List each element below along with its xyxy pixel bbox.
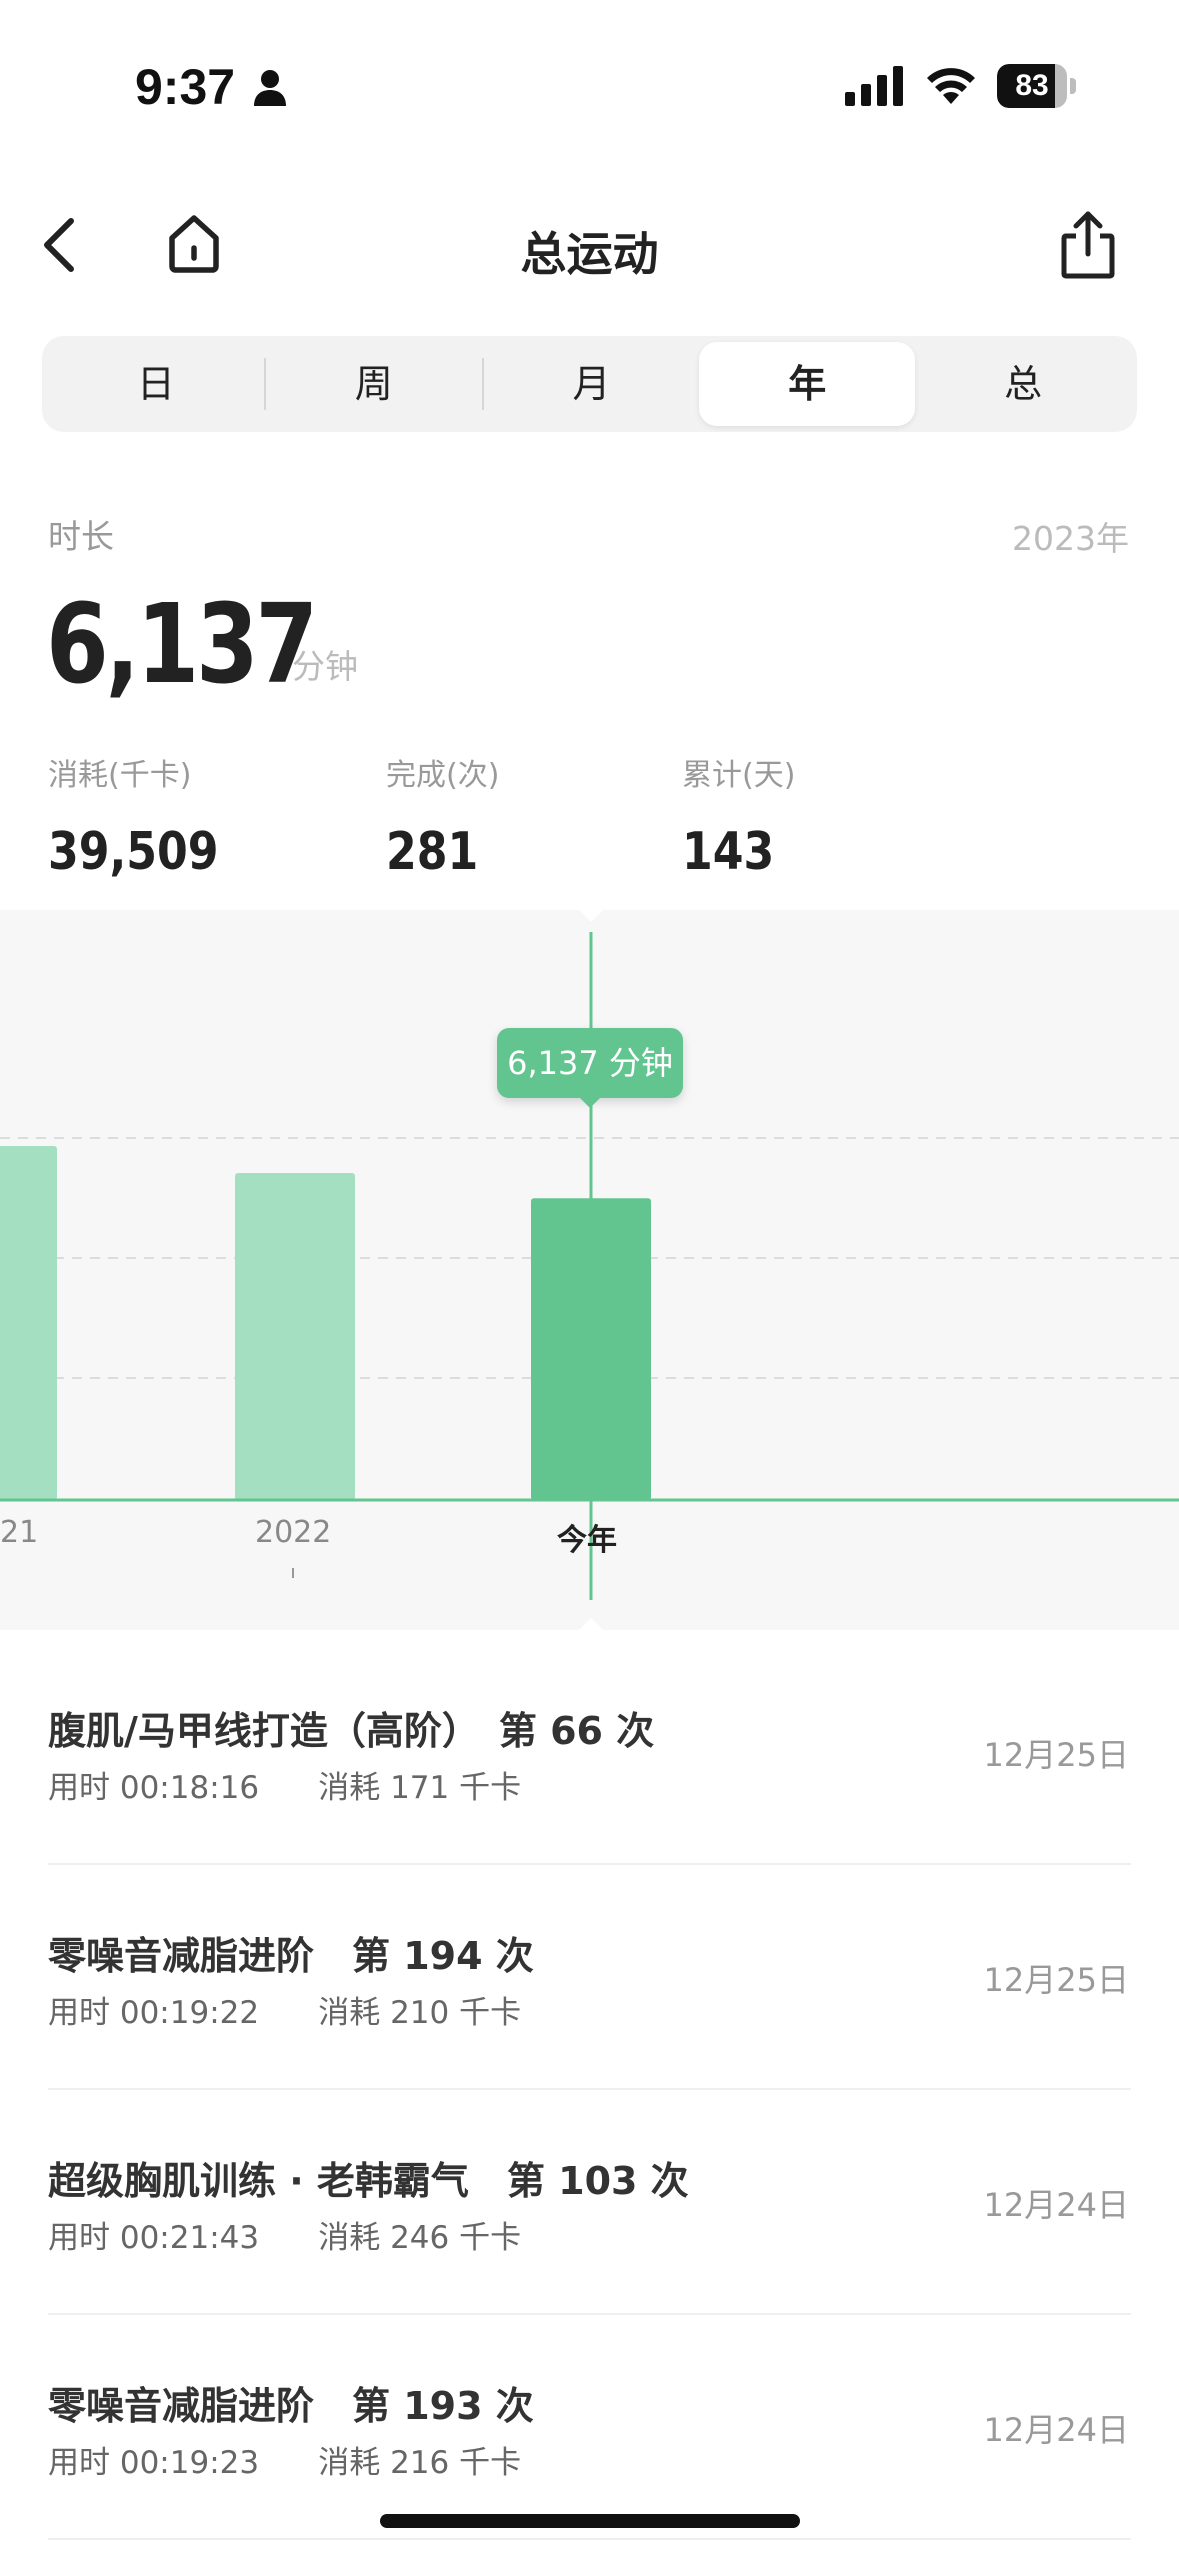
status-bar: 9:37 83: [0, 0, 1179, 170]
chart-tooltip: 6,137 分钟: [497, 1028, 683, 1098]
activity-calories: 消耗 216 千卡: [318, 2445, 522, 2481]
person-icon: [254, 70, 286, 106]
battery-level: 83: [1015, 69, 1049, 102]
activity-title: 零噪音减脂进阶 第 193 次: [48, 2384, 534, 2428]
bar[interactable]: [235, 1173, 355, 1500]
back-chevron-icon[interactable]: [35, 215, 85, 275]
home-indicator[interactable]: [380, 2514, 800, 2528]
activity-calories: 消耗 171 千卡: [318, 1770, 522, 1806]
divider: [48, 2313, 1131, 2315]
cellular-signal-icon: [845, 66, 903, 106]
tab-month[interactable]: 月: [572, 362, 611, 406]
duration-value: 6,137: [46, 580, 318, 708]
activity-details: 用时 00:18:16 消耗 171 千卡: [48, 1762, 521, 1807]
bar[interactable]: [0, 1146, 57, 1500]
activity-date: 12月24日: [983, 2411, 1129, 2449]
stat-label: 完成(次): [386, 758, 500, 793]
home-icon[interactable]: [164, 212, 224, 274]
tab-week[interactable]: 周: [354, 362, 393, 406]
tab-divider: [263, 358, 266, 410]
activity-duration: 用时 00:19:22: [48, 1995, 260, 2031]
period-segmented-control: 日 周 月 年 总: [42, 336, 1137, 432]
x-tick-label: 2022: [255, 1515, 332, 1550]
stat-completed: 完成(次) 281: [386, 750, 499, 882]
wifi-icon: [927, 68, 975, 104]
navigation-bar: 总运动: [0, 190, 1179, 300]
activity-title: 零噪音减脂进阶 第 194 次: [48, 1934, 534, 1978]
activity-date: 12月25日: [983, 1736, 1129, 1774]
activity-title: 腹肌/马甲线打造（高阶） 第 66 次: [48, 1709, 655, 1753]
selected-year: 2023年: [1012, 519, 1129, 558]
stat-value: 143: [682, 822, 775, 882]
activity-duration: 用时 00:18:16: [48, 1770, 260, 1806]
activity-duration: 用时 00:19:23: [48, 2445, 260, 2481]
divider: [48, 2088, 1131, 2090]
list-item[interactable]: 腹肌/马甲线打造（高阶） 第 66 次 用时 00:18:16 消耗 171 千…: [0, 1640, 1179, 1865]
activity-details: 用时 00:19:23 消耗 216 千卡: [48, 2437, 521, 2482]
list-item[interactable]: 超级胸肌训练 · 老韩霸气 第 103 次 用时 00:21:43 消耗 246…: [0, 2090, 1179, 2315]
tooltip-arrow: [580, 1098, 600, 1108]
stat-calories: 消耗(千卡) 39,509: [48, 750, 249, 882]
activity-date: 12月25日: [983, 1961, 1129, 1999]
activity-title: 超级胸肌训练 · 老韩霸气 第 103 次: [48, 2159, 689, 2203]
divider: [48, 2538, 1131, 2540]
yearly-duration-chart[interactable]: 6,137 分钟 21 2022 今年: [0, 910, 1179, 1630]
duration-unit: 分钟: [292, 647, 358, 686]
activity-date: 12月24日: [983, 2186, 1129, 2224]
page-title: 总运动: [520, 227, 659, 281]
activity-calories: 消耗 210 千卡: [318, 1995, 522, 2031]
tab-year[interactable]: 年: [699, 342, 916, 426]
stat-label: 消耗(千卡): [48, 758, 192, 793]
list-item[interactable]: 零噪音减脂进阶 第 194 次 用时 00:19:22 消耗 210 千卡 12…: [0, 1865, 1179, 2090]
selection-notch-top: [579, 910, 603, 922]
x-tick-label-current: 今年: [557, 1523, 617, 1558]
stat-value: 39,509: [48, 822, 219, 882]
stat-value: 281: [386, 822, 479, 882]
duration-label: 时长: [48, 517, 114, 556]
tab-divider: [481, 358, 484, 410]
stat-days: 累计(天) 143: [682, 750, 795, 882]
tab-total[interactable]: 总: [1004, 362, 1043, 406]
activity-details: 用时 00:19:22 消耗 210 千卡: [48, 1987, 521, 2032]
x-tick-label: 21: [0, 1515, 39, 1550]
list-item[interactable]: 零噪音减脂进阶 第 193 次 用时 00:19:23 消耗 216 千卡 12…: [0, 2315, 1179, 2540]
activity-details: 用时 00:21:43 消耗 246 千卡: [48, 2212, 521, 2257]
share-icon[interactable]: [1058, 208, 1118, 280]
divider: [48, 1863, 1131, 1865]
chart-canvas: [0, 910, 1179, 1630]
battery-indicator: 83: [997, 64, 1077, 108]
bar-selected[interactable]: [531, 1198, 651, 1500]
tab-day[interactable]: 日: [136, 362, 175, 406]
stat-label: 累计(天): [682, 758, 796, 793]
activity-calories: 消耗 246 千卡: [318, 2220, 522, 2256]
status-time: 9:37: [135, 59, 236, 115]
selection-notch-bottom: [579, 1618, 603, 1630]
activity-duration: 用时 00:21:43: [48, 2220, 260, 2256]
